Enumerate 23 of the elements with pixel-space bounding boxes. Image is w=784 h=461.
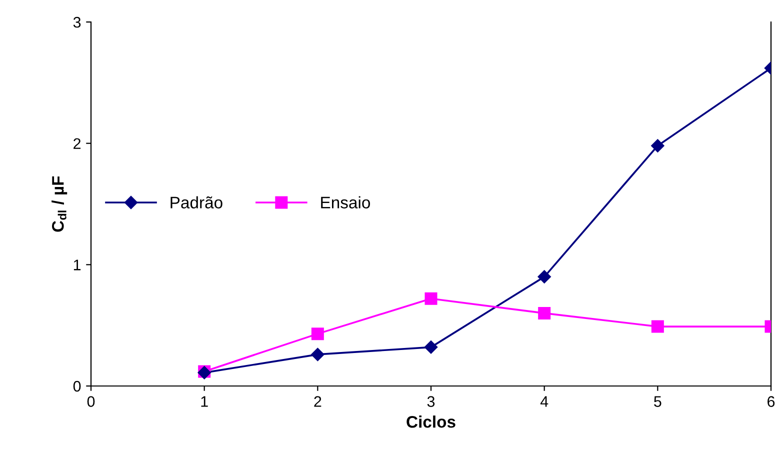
x-tick-label: 2 [314, 396, 322, 407]
x-tick-label: 0 [87, 396, 95, 407]
y-tick-label: 2 [74, 138, 81, 149]
x-tick-label: 6 [768, 396, 775, 407]
point [424, 340, 438, 354]
point [651, 320, 664, 333]
x-tick-label: 3 [427, 396, 435, 407]
y-tick-label: 0 [73, 380, 81, 392]
x-tick-label: 1 [201, 396, 208, 407]
point [424, 292, 438, 305]
y-tick-label: 3 [73, 16, 81, 28]
legend-label: Padrão [170, 196, 222, 208]
point [538, 270, 551, 284]
x-tick-label: 4 [540, 396, 548, 407]
point [311, 328, 324, 340]
y-axis-title: C$_{dl}$ / µF [52, 176, 68, 232]
legend-label: Ensaio [321, 196, 370, 208]
point [311, 348, 324, 362]
y-tick-label: 1 [74, 260, 81, 270]
x-axis-title: Ciclos [406, 416, 456, 428]
x-tick-label: 5 [654, 396, 662, 407]
point [538, 306, 551, 320]
point [651, 139, 664, 152]
